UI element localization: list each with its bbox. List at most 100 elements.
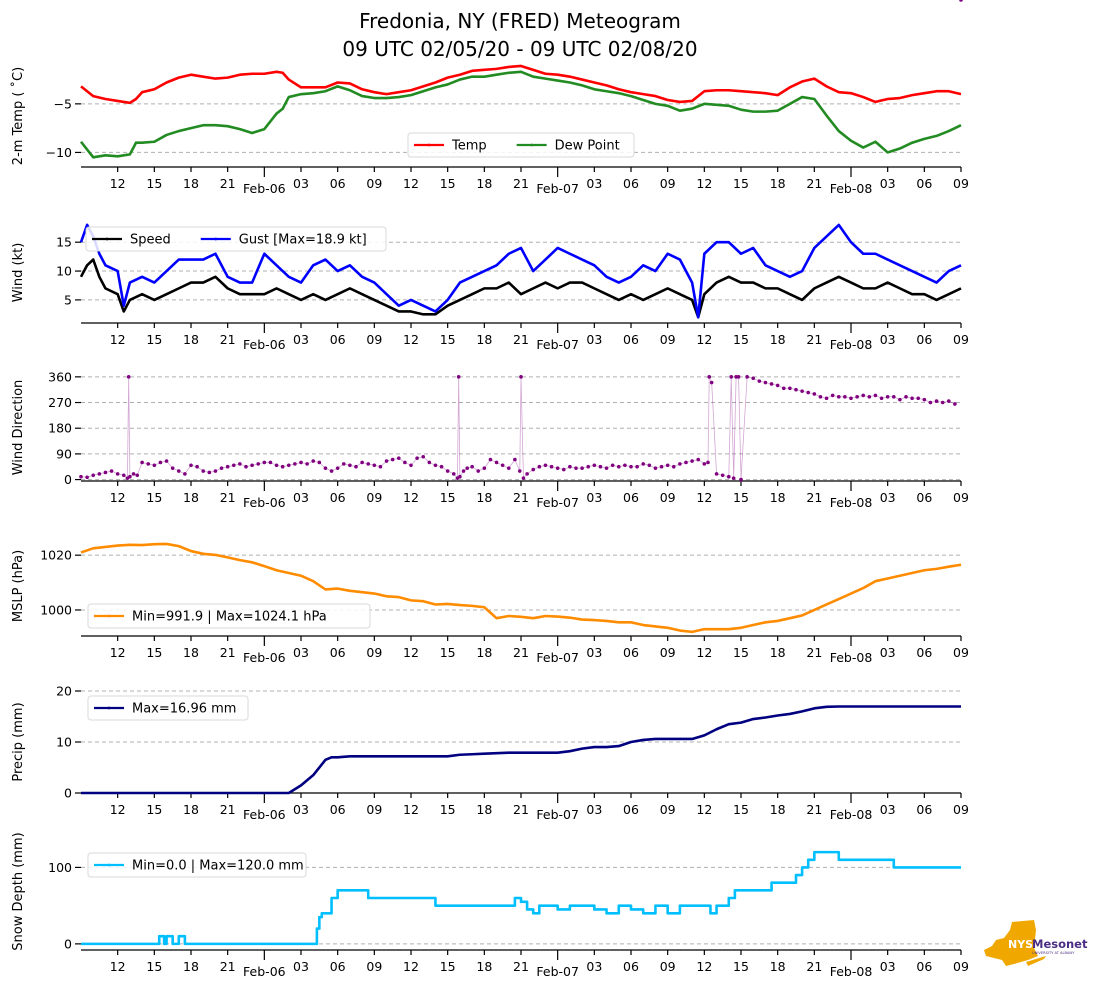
data-point (696, 457, 701, 462)
x-day-label: Feb-08 (830, 964, 873, 979)
data-point (555, 466, 560, 470)
x-tick-label: 09 (953, 332, 969, 347)
series-line-max (81, 705, 961, 795)
legend-precip: Max=16.96 mm (87, 695, 249, 721)
data-point (268, 460, 273, 465)
data-point (293, 462, 297, 466)
x-tick-label: 21 (513, 802, 529, 817)
x-tick-label: 15 (146, 332, 162, 347)
data-point (537, 464, 542, 469)
x-tick-label: 06 (916, 490, 932, 505)
x-tick-label: 03 (586, 802, 602, 817)
x-tick-label: 09 (366, 645, 382, 660)
x-day-label: Feb-07 (536, 964, 579, 979)
data-point (598, 464, 603, 469)
legend-mslp: Min=991.9 | Max=1024.1 hPa (87, 603, 371, 629)
data-point (506, 466, 511, 470)
x-tick-label: 03 (880, 332, 896, 347)
data-point (403, 460, 407, 465)
data-point (629, 464, 633, 469)
data-point (517, 469, 522, 473)
data-point (225, 464, 230, 469)
data-point (341, 462, 346, 466)
data-point (323, 466, 328, 470)
data-point (769, 382, 774, 386)
x-tick-label: 21 (220, 332, 236, 347)
legend-marker (107, 614, 111, 618)
data-point (317, 460, 322, 465)
x-day-label: Feb-06 (243, 337, 286, 352)
x-tick-label: 21 (513, 332, 529, 347)
data-point (830, 393, 835, 398)
x-tick-label: 15 (146, 802, 162, 817)
data-point (164, 459, 169, 463)
x-tick-label: 06 (330, 176, 346, 191)
x-tick-label: 03 (880, 490, 896, 505)
data-point (940, 400, 945, 405)
data-point (916, 396, 921, 401)
x-tick-label: 15 (440, 490, 456, 505)
data-point (543, 463, 548, 468)
x-tick-label: 12 (696, 332, 712, 347)
x-tick-label: 09 (660, 645, 676, 660)
data-point (109, 469, 114, 473)
data-point (238, 462, 242, 466)
x-tick-label: 12 (403, 645, 419, 660)
data-point (299, 460, 303, 465)
x-day-label: Feb-08 (830, 495, 873, 510)
y-axis-label: 2-m Temp ( ˚C) (10, 67, 26, 165)
data-point (616, 464, 621, 469)
x-tick-label: 12 (696, 490, 712, 505)
panel-mslp: 1000 1020 MSLP (hPa) 12 15 18 21 03 06 09 12 15 18 21… (11, 542, 969, 665)
data-point (867, 395, 872, 399)
data-point (427, 460, 432, 465)
data-point (97, 472, 102, 476)
x-tick-label: 21 (806, 176, 822, 191)
y-tick-label: 270 (48, 395, 72, 410)
x-tick-label: 21 (806, 490, 822, 505)
data-point (85, 475, 89, 480)
data-point (103, 470, 108, 475)
data-point (396, 456, 401, 460)
x-tick-label: 09 (366, 802, 382, 817)
data-point (592, 463, 597, 468)
data-point (549, 464, 554, 469)
data-point (521, 476, 526, 480)
y-tick-label: 5 (64, 292, 72, 307)
data-point (707, 375, 712, 379)
x-tick-label: 15 (440, 176, 456, 191)
x-tick-label: 09 (366, 490, 382, 505)
data-point (604, 466, 609, 470)
x-tick-label: 09 (366, 959, 382, 974)
data-point (836, 395, 841, 399)
x-tick-label: 12 (696, 176, 712, 191)
data-point (647, 463, 652, 468)
data-point (131, 472, 136, 476)
legend-marker (427, 143, 431, 147)
x-tick-label: 21 (220, 176, 236, 191)
data-point (843, 395, 847, 399)
x-tick-label: 03 (586, 176, 602, 191)
legend-label: Min=0.0 | Max=120.0 mm (132, 859, 304, 874)
data-point (898, 397, 902, 402)
data-point (195, 464, 199, 469)
x-tick-label: 15 (146, 959, 162, 974)
y-axis-label: MSLP (hPa) (11, 550, 26, 622)
nys-mesonet-logo: NYS Mesonet UNIVERSITY AT ALBANY (984, 920, 1088, 966)
data-point (781, 386, 786, 391)
x-tick-label: 09 (660, 959, 676, 974)
data-point (574, 466, 578, 470)
legend-box (87, 695, 249, 721)
panel-snow-depth: 0 100 Snow Depth (mm) 12 15 18 21 03 06 09 12 15 18 2… (11, 832, 969, 979)
data-point (488, 457, 493, 462)
data-point (690, 459, 694, 463)
x-day-label: Feb-07 (536, 337, 579, 352)
data-point (953, 402, 957, 406)
data-point (641, 462, 646, 466)
x-tick-label: 06 (623, 332, 639, 347)
x-tick-label: 09 (660, 332, 676, 347)
data-point (763, 380, 768, 385)
data-point (470, 464, 474, 469)
data-point (201, 469, 206, 473)
